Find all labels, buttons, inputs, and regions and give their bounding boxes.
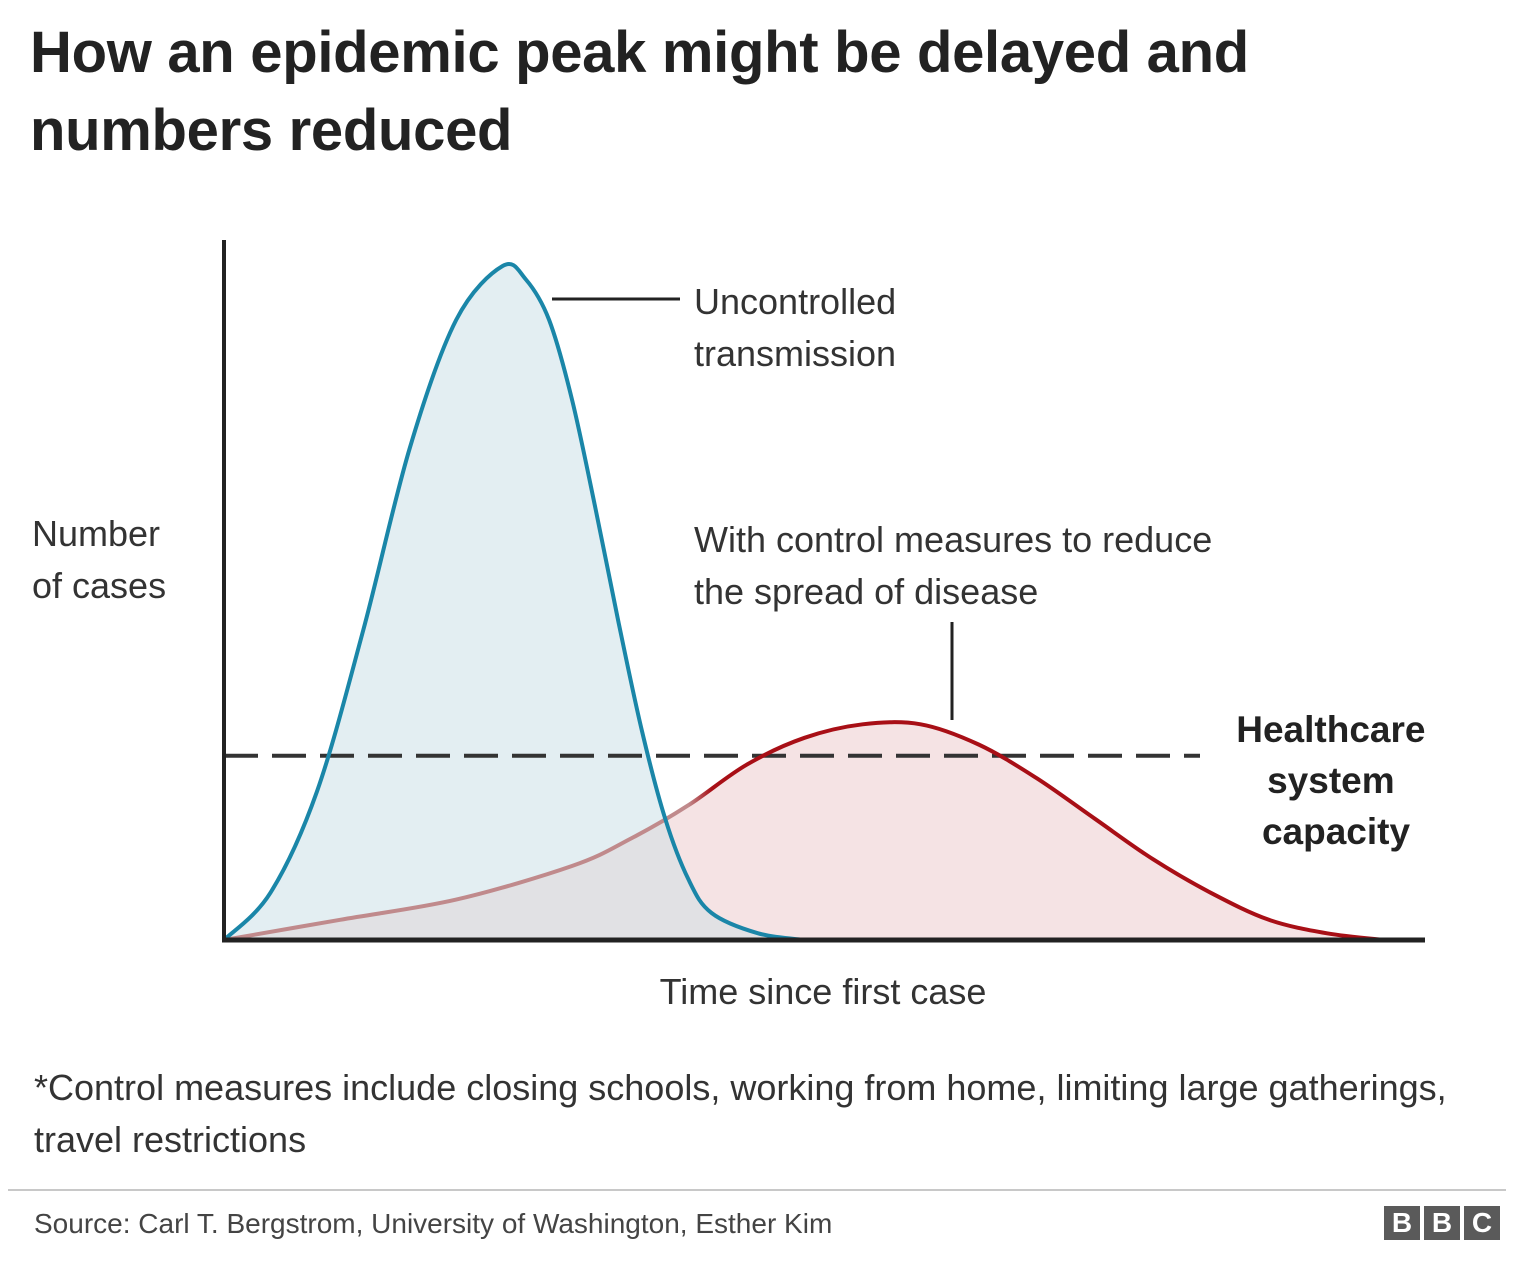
y-axis-label: Number of cases xyxy=(32,513,170,606)
uncontrolled-area xyxy=(224,263,805,940)
epidemic-chart: Number of cases Time since first case Un… xyxy=(32,240,1436,1012)
bbc-logo: B B C xyxy=(1384,1206,1500,1240)
chart-title: How an epidemic peak might be delayed an… xyxy=(30,20,1249,163)
footnote: *Control measures include closing school… xyxy=(34,1067,1447,1160)
capacity-label: Healthcare system capacity xyxy=(1236,709,1436,852)
logo-letter: C xyxy=(1464,1206,1500,1240)
x-axis-label: Time since first case xyxy=(660,971,987,1012)
footer-divider xyxy=(8,1189,1506,1191)
source-credit: Source: Carl T. Bergstrom, University of… xyxy=(34,1208,833,1239)
controlled-label: With control measures to reduce the spre… xyxy=(694,519,1222,612)
controlled-curve xyxy=(223,720,1386,942)
logo-letter: B xyxy=(1424,1206,1460,1240)
uncontrolled-curve xyxy=(222,262,805,942)
uncontrolled-label: Uncontrolled transmission xyxy=(694,281,906,374)
logo-letter: B xyxy=(1384,1206,1420,1240)
